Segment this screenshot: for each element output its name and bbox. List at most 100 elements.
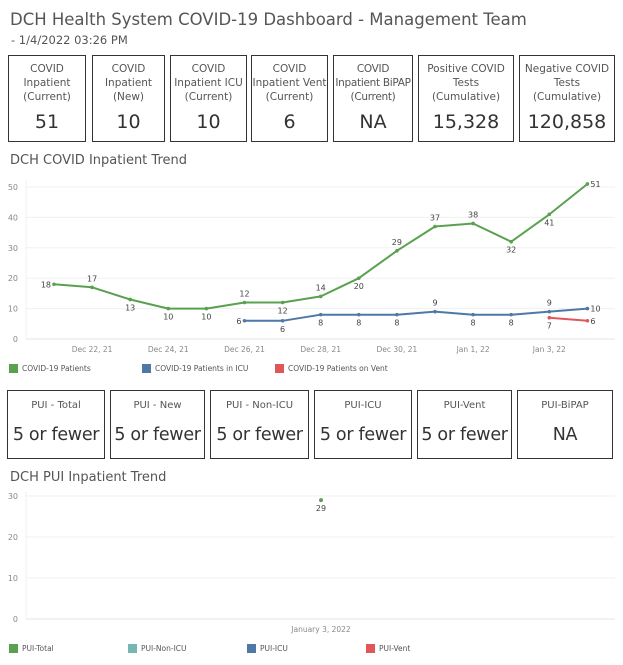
legend-label: PUI-Total [22, 644, 54, 653]
data-label: 12 [278, 307, 288, 316]
kpi-pui-new: PUI - New 5 or fewer [110, 390, 205, 459]
legend-label: COVID-19 Patients on Vent [288, 364, 388, 373]
x-tick-label: Dec 22, 21 [72, 345, 113, 354]
data-point [547, 309, 552, 314]
legend-item[interactable]: COVID-19 Patients in ICU [142, 364, 248, 373]
kpi-value: NA [552, 425, 578, 445]
data-point [52, 282, 56, 287]
data-point [319, 498, 323, 503]
data-point [90, 285, 94, 290]
legend-item[interactable]: PUI-ICU [247, 644, 288, 653]
data-point [547, 212, 552, 217]
data-label: 6 [236, 317, 241, 326]
y-tick-label: 0 [13, 615, 18, 624]
data-point [509, 239, 513, 244]
data-label: 29 [316, 504, 326, 513]
kpi-negative-tests: Negative COVID Tests (Cumulative) 120,85… [519, 55, 615, 142]
dashboard-timestamp: - 1/4/2022 03:26 PM [11, 33, 128, 47]
kpi-value: 51 [34, 111, 60, 133]
kpi-value: 5 or fewer [12, 425, 100, 445]
data-point [280, 318, 285, 323]
kpi-covid-inpatient-bipap: COVID Inpatient BiPAP (Current) NA [333, 55, 413, 142]
data-label: 9 [432, 299, 437, 308]
data-label: 20 [354, 282, 364, 291]
x-tick-label: Dec 30, 21 [377, 345, 418, 354]
kpi-pui-bipap: PUI-BiPAP NA [517, 390, 613, 459]
y-tick-label: 30 [8, 244, 18, 253]
kpi-pui-total: PUI - Total 5 or fewer [7, 390, 105, 459]
kpi-pui-vent: PUI-Vent 5 or fewer [417, 390, 512, 459]
data-label: 8 [509, 319, 514, 328]
legend-item[interactable]: COVID-19 Patients on Vent [275, 364, 388, 373]
data-point [128, 297, 132, 302]
kpi-label: Negative COVID Tests (Cumulative) [524, 63, 610, 103]
legend-item[interactable]: PUI-Total [9, 644, 54, 653]
kpi-value: NA [359, 111, 387, 133]
data-label: 37 [430, 214, 440, 223]
kpi-label: PUI - Total [31, 400, 81, 411]
x-tick-label: Dec 26, 21 [224, 345, 265, 354]
data-point [242, 318, 247, 323]
kpi-pui-icu: PUI-ICU 5 or fewer [314, 390, 412, 459]
data-point [471, 221, 475, 226]
data-label: 10 [201, 313, 211, 322]
data-point [357, 276, 361, 280]
legend-swatch [9, 364, 18, 373]
data-label: 41 [544, 218, 554, 227]
covid-inpatient-trend-chart: 0 10 20 30 40 50 Dec 22, 21 Dec 24, 21 Dec 26, 2… [8, 180, 615, 354]
kpi-label: PUI-BiPAP [541, 400, 589, 411]
data-label: 10 [163, 313, 173, 322]
data-point [547, 315, 552, 320]
data-point [204, 306, 209, 311]
kpi-covid-inpatient-vent: COVID Inpatient Vent (Current) 6 [251, 55, 328, 142]
data-label: 8 [318, 319, 323, 328]
data-point [395, 249, 399, 253]
data-label: 6 [590, 317, 595, 326]
y-tick-label: 20 [8, 533, 18, 542]
kpi-value: 120,858 [527, 111, 607, 133]
data-point [509, 312, 513, 317]
kpi-label: COVID Inpatient Vent (Current) [252, 63, 327, 103]
kpi-label: PUI - New [133, 400, 182, 411]
legend-swatch [9, 644, 18, 653]
kpi-label: PUI-Vent [443, 400, 486, 411]
data-point [318, 294, 323, 299]
kpi-positive-tests: Positive COVID Tests (Cumulative) 15,328 [418, 55, 514, 142]
data-label: 38 [468, 210, 478, 219]
series-line-covid-19-patients-in-icu [244, 307, 588, 322]
data-label: 6 [280, 325, 285, 334]
kpi-value: 5 or fewer [319, 425, 407, 445]
kpi-value: 10 [196, 111, 221, 133]
data-label: 13 [125, 303, 135, 312]
data-label: 12 [239, 290, 249, 299]
data-point [318, 312, 323, 317]
data-point [585, 182, 590, 186]
data-label: 32 [506, 246, 516, 255]
x-tick-label: Jan 1, 22 [456, 345, 490, 354]
pui-trend-title: DCH PUI Inpatient Trend [10, 470, 167, 485]
legend-swatch [128, 644, 137, 653]
data-label: 51 [590, 180, 600, 189]
kpi-pui-non-icu: PUI - Non-ICU 5 or fewer [210, 390, 309, 459]
legend-item[interactable]: COVID-19 Patients [9, 364, 91, 373]
legend-swatch [366, 644, 375, 653]
data-label: 29 [392, 238, 402, 247]
kpi-value: 5 or fewer [114, 425, 201, 445]
data-point [280, 300, 285, 305]
kpi-label: COVID Inpatient (New) [104, 63, 153, 103]
legend-label: COVID-19 Patients in ICU [155, 364, 249, 373]
y-tick-label: 30 [8, 492, 18, 501]
kpi-covid-inpatient-current: COVID Inpatient (Current) 51 [8, 55, 86, 142]
kpi-covid-inpatient-new: COVID Inpatient (New) 10 [92, 55, 165, 142]
legend-item[interactable]: PUI-Vent [366, 644, 410, 653]
y-tick-label: 10 [8, 305, 18, 314]
data-point [585, 306, 590, 311]
legend-swatch [142, 364, 151, 373]
pui-inpatient-trend-chart: 0 10 20 30 January 3, 2022 29 [8, 492, 615, 634]
legend-label: PUI-Non-ICU [141, 644, 187, 653]
legend-item[interactable]: PUI-Non-ICU [128, 644, 187, 653]
kpi-value: 5 or fewer [421, 425, 508, 445]
legend-swatch [247, 644, 256, 653]
data-point [585, 318, 590, 323]
kpi-label: PUI - Non-ICU [225, 400, 294, 411]
